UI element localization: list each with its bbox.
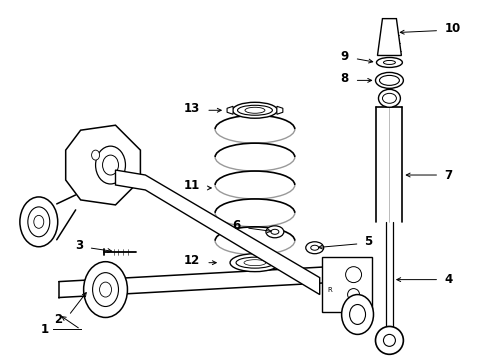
Ellipse shape bbox=[349, 305, 365, 324]
Ellipse shape bbox=[28, 207, 50, 237]
Polygon shape bbox=[226, 106, 233, 114]
Polygon shape bbox=[321, 257, 371, 312]
Ellipse shape bbox=[91, 150, 100, 160]
Ellipse shape bbox=[83, 262, 127, 318]
Text: 9: 9 bbox=[340, 50, 348, 63]
Circle shape bbox=[347, 289, 359, 301]
Polygon shape bbox=[377, 19, 401, 55]
Text: 3: 3 bbox=[75, 239, 83, 252]
Ellipse shape bbox=[100, 282, 111, 297]
Ellipse shape bbox=[20, 197, 58, 247]
Ellipse shape bbox=[244, 107, 264, 113]
Polygon shape bbox=[276, 106, 282, 114]
Ellipse shape bbox=[237, 105, 272, 115]
Text: 13: 13 bbox=[183, 102, 200, 115]
Text: 1: 1 bbox=[41, 323, 49, 336]
Ellipse shape bbox=[117, 176, 123, 184]
Ellipse shape bbox=[232, 102, 277, 118]
Ellipse shape bbox=[382, 93, 396, 103]
Ellipse shape bbox=[270, 229, 278, 234]
Ellipse shape bbox=[375, 72, 403, 88]
Text: 12: 12 bbox=[183, 254, 200, 267]
Ellipse shape bbox=[305, 242, 323, 254]
Ellipse shape bbox=[310, 245, 318, 250]
Polygon shape bbox=[115, 170, 319, 294]
Ellipse shape bbox=[92, 273, 118, 306]
Ellipse shape bbox=[265, 226, 283, 238]
Circle shape bbox=[375, 327, 403, 354]
Text: 5: 5 bbox=[364, 235, 372, 248]
Ellipse shape bbox=[236, 257, 273, 268]
Ellipse shape bbox=[379, 75, 399, 85]
Circle shape bbox=[383, 334, 395, 346]
Circle shape bbox=[345, 267, 361, 283]
Text: 4: 4 bbox=[443, 273, 451, 286]
Text: 2: 2 bbox=[55, 313, 62, 326]
Text: 10: 10 bbox=[443, 22, 460, 35]
Polygon shape bbox=[65, 125, 140, 205]
Text: 7: 7 bbox=[443, 168, 451, 181]
Ellipse shape bbox=[95, 146, 125, 184]
Text: 6: 6 bbox=[231, 219, 240, 232]
Text: R: R bbox=[326, 287, 331, 293]
Ellipse shape bbox=[378, 89, 400, 107]
Ellipse shape bbox=[383, 60, 395, 64]
Ellipse shape bbox=[376, 58, 402, 67]
Text: 8: 8 bbox=[340, 72, 348, 85]
Ellipse shape bbox=[34, 215, 44, 228]
Ellipse shape bbox=[341, 294, 373, 334]
Ellipse shape bbox=[244, 260, 265, 266]
Ellipse shape bbox=[102, 155, 118, 175]
Ellipse shape bbox=[229, 254, 279, 272]
Text: 11: 11 bbox=[183, 180, 200, 193]
